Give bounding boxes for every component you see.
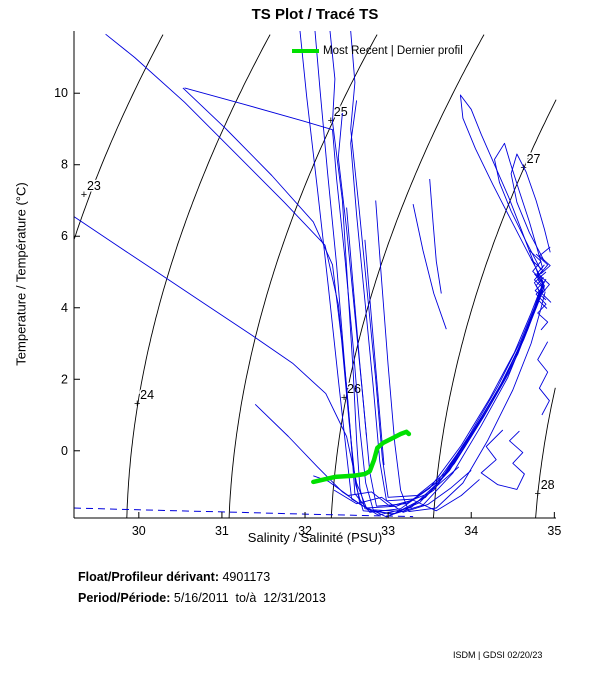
- profile-line-13: [510, 153, 551, 262]
- x-tick-label-34: 34: [464, 524, 478, 538]
- float-label: Float/Profileur dérivant:: [78, 570, 219, 584]
- profile-line-17: [333, 470, 472, 513]
- profile-line-21: [534, 273, 549, 331]
- profile-line-4: [184, 87, 544, 513]
- isopycnal-label-25: 25: [334, 105, 348, 119]
- x-axis-label: Salinity / Salinité (PSU): [247, 530, 383, 545]
- y-tick-label-0: 0: [61, 444, 68, 458]
- y-tick-label-6: 6: [61, 229, 68, 243]
- isopycnal-label-23: 23: [87, 179, 101, 193]
- profile-line-9: [350, 100, 547, 502]
- isopycnal-marker-24: +: [134, 398, 140, 410]
- freezing-line: [73, 507, 414, 518]
- isopycnal-marker-28: +: [534, 488, 540, 500]
- profile-line-14: [480, 429, 525, 490]
- x-tick-label-33: 33: [381, 524, 395, 538]
- most-recent-profile: [311, 429, 412, 485]
- profile-line-19: [364, 239, 385, 466]
- period-label: Period/Période:: [78, 591, 171, 605]
- profile-line-23: [529, 250, 547, 301]
- isopycnal-label-28: 28: [541, 478, 555, 492]
- isopycnal-25: [228, 34, 378, 519]
- profile-line-27: [429, 178, 442, 294]
- isopycnal-label-24: 24: [140, 388, 154, 402]
- profile-line-20: [350, 30, 545, 498]
- profile-line-22: [530, 259, 548, 309]
- profile-line-24: [535, 253, 552, 303]
- period-info: Period/Période: 5/16/2011 to/à 12/31/201…: [78, 591, 326, 605]
- profile-line-18: [346, 207, 367, 437]
- profile-line-26: [254, 403, 364, 507]
- x-tick-label-32: 32: [298, 524, 312, 538]
- plot-title: TS Plot / Tracé TS: [251, 6, 379, 23]
- float-value: 4901173: [219, 570, 271, 584]
- isopycnal-marker-25: +: [328, 115, 334, 127]
- isopycnal-marker-23: +: [81, 189, 87, 201]
- x-tick-label-30: 30: [132, 524, 146, 538]
- profile-line-2: [314, 30, 543, 513]
- profile-line-12: [494, 142, 544, 271]
- isopycnal-28: [535, 387, 556, 519]
- y-tick-label-10: 10: [54, 86, 68, 100]
- period-value: 5/16/2011 to/à 12/31/2013: [170, 591, 326, 605]
- legend-most-recent-line-icon: [292, 49, 319, 53]
- y-tick-label-4: 4: [61, 301, 68, 315]
- profile-line-11: [459, 94, 544, 282]
- legend-label: Most Recent | Dernier profil: [323, 45, 463, 57]
- isopycnal-label-27: 27: [527, 152, 541, 166]
- profile-line-28: [412, 204, 447, 330]
- issuer-watermark: ISDM | GDSI 02/20/23: [453, 650, 543, 660]
- legend: Most Recent | Dernier profil: [292, 45, 463, 57]
- isopycnal-24: [126, 34, 271, 519]
- profile-line-16: [313, 475, 480, 512]
- y-tick-label-2: 2: [61, 372, 68, 386]
- profile-line-10: [375, 200, 546, 513]
- isopycnal-marker-26: +: [341, 392, 347, 404]
- y-axis-label: Temperature / Température (°C): [13, 182, 29, 366]
- profile-line-5: [105, 33, 544, 518]
- profile-line-6: [182, 87, 545, 514]
- x-tick-label-35: 35: [547, 524, 561, 538]
- profile-line-15: [537, 341, 550, 416]
- x-tick-label-31: 31: [215, 524, 229, 538]
- isopycnal-27: [432, 99, 557, 519]
- profile-line-25: [538, 246, 551, 275]
- isopycnal-26: [330, 34, 485, 519]
- float-info: Float/Profileur dérivant: 4901173: [78, 570, 270, 584]
- isopycnal-23: [73, 34, 164, 240]
- profile-line-7: [73, 216, 460, 509]
- y-tick-label-8: 8: [61, 158, 68, 172]
